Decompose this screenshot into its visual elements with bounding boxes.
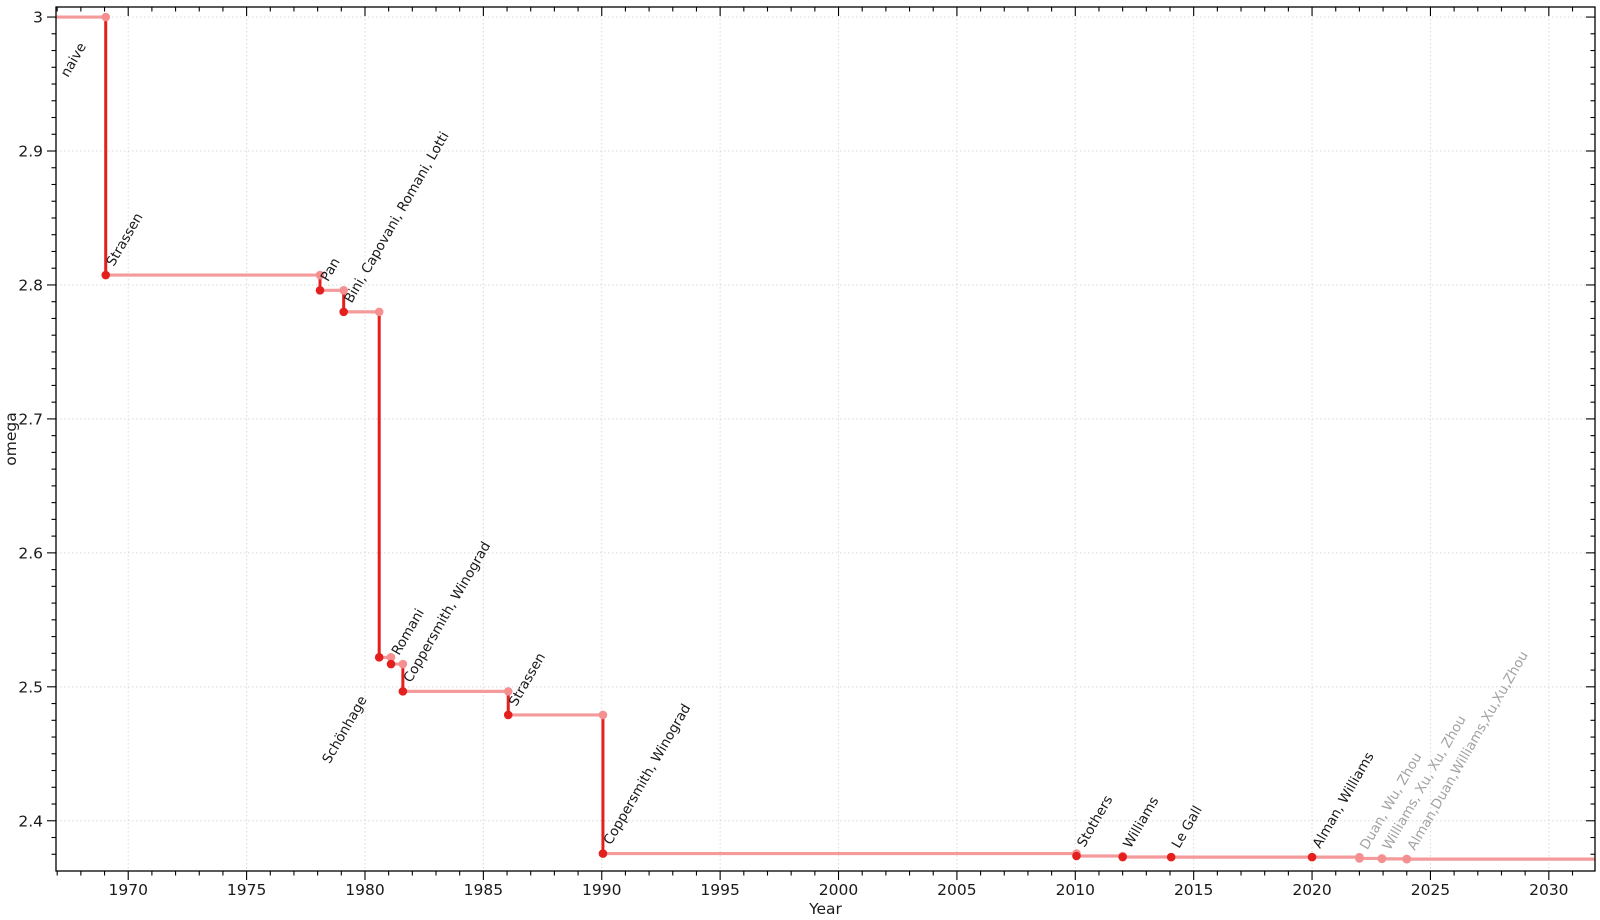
data-point [386,659,396,669]
y-tick-label: 2.8 [18,276,43,294]
y-tick-label: 2.4 [18,812,43,830]
x-tick-label: 1970 [108,881,147,899]
data-point [374,653,384,662]
data-point [101,270,111,280]
data-point [1166,852,1176,862]
data-point [339,307,348,317]
x-tick-label: 1990 [582,881,621,899]
data-point [398,687,408,696]
y-tick-label: 2.5 [18,678,43,696]
x-tick-label: 1980 [345,881,384,899]
plot-border [55,6,1596,872]
x-tick-label: 1995 [700,881,739,899]
data-point [503,710,513,720]
data-point [1072,851,1081,861]
data-point [598,849,608,858]
x-tick-label: 2005 [937,881,976,899]
x-tick-label: 2020 [1292,881,1331,899]
x-tick-label: 1975 [227,881,266,899]
step-corner-point [598,710,608,720]
x-tick-label: 2015 [1174,881,1213,899]
step-corner-point [315,270,325,280]
step-corner-point [386,653,396,662]
y-tick-label: 2.9 [18,143,43,161]
x-tick-label: 2010 [1056,881,1095,899]
x-tick-label: 2030 [1529,881,1568,899]
x-tick-label: 1985 [464,881,503,899]
data-point [1307,852,1317,862]
data-point [1402,854,1412,864]
y-axis-title: omega [2,412,20,465]
data-point [1377,854,1387,864]
step-corner-point [374,307,384,317]
x-axis-title: Year [808,900,842,918]
data-point [1118,852,1127,862]
step-corner-point [398,659,408,669]
x-tick-label: 2025 [1411,881,1450,899]
data-point [1355,854,1364,863]
y-tick-label: 3 [33,9,43,27]
step-corner-point [503,687,513,696]
step-corner-point [101,12,111,22]
x-tick-label: 2000 [819,881,858,899]
y-tick-label: 2.6 [18,544,43,562]
data-point [315,286,325,295]
y-tick-label: 2.7 [18,410,43,428]
step-corner-point [339,286,348,295]
